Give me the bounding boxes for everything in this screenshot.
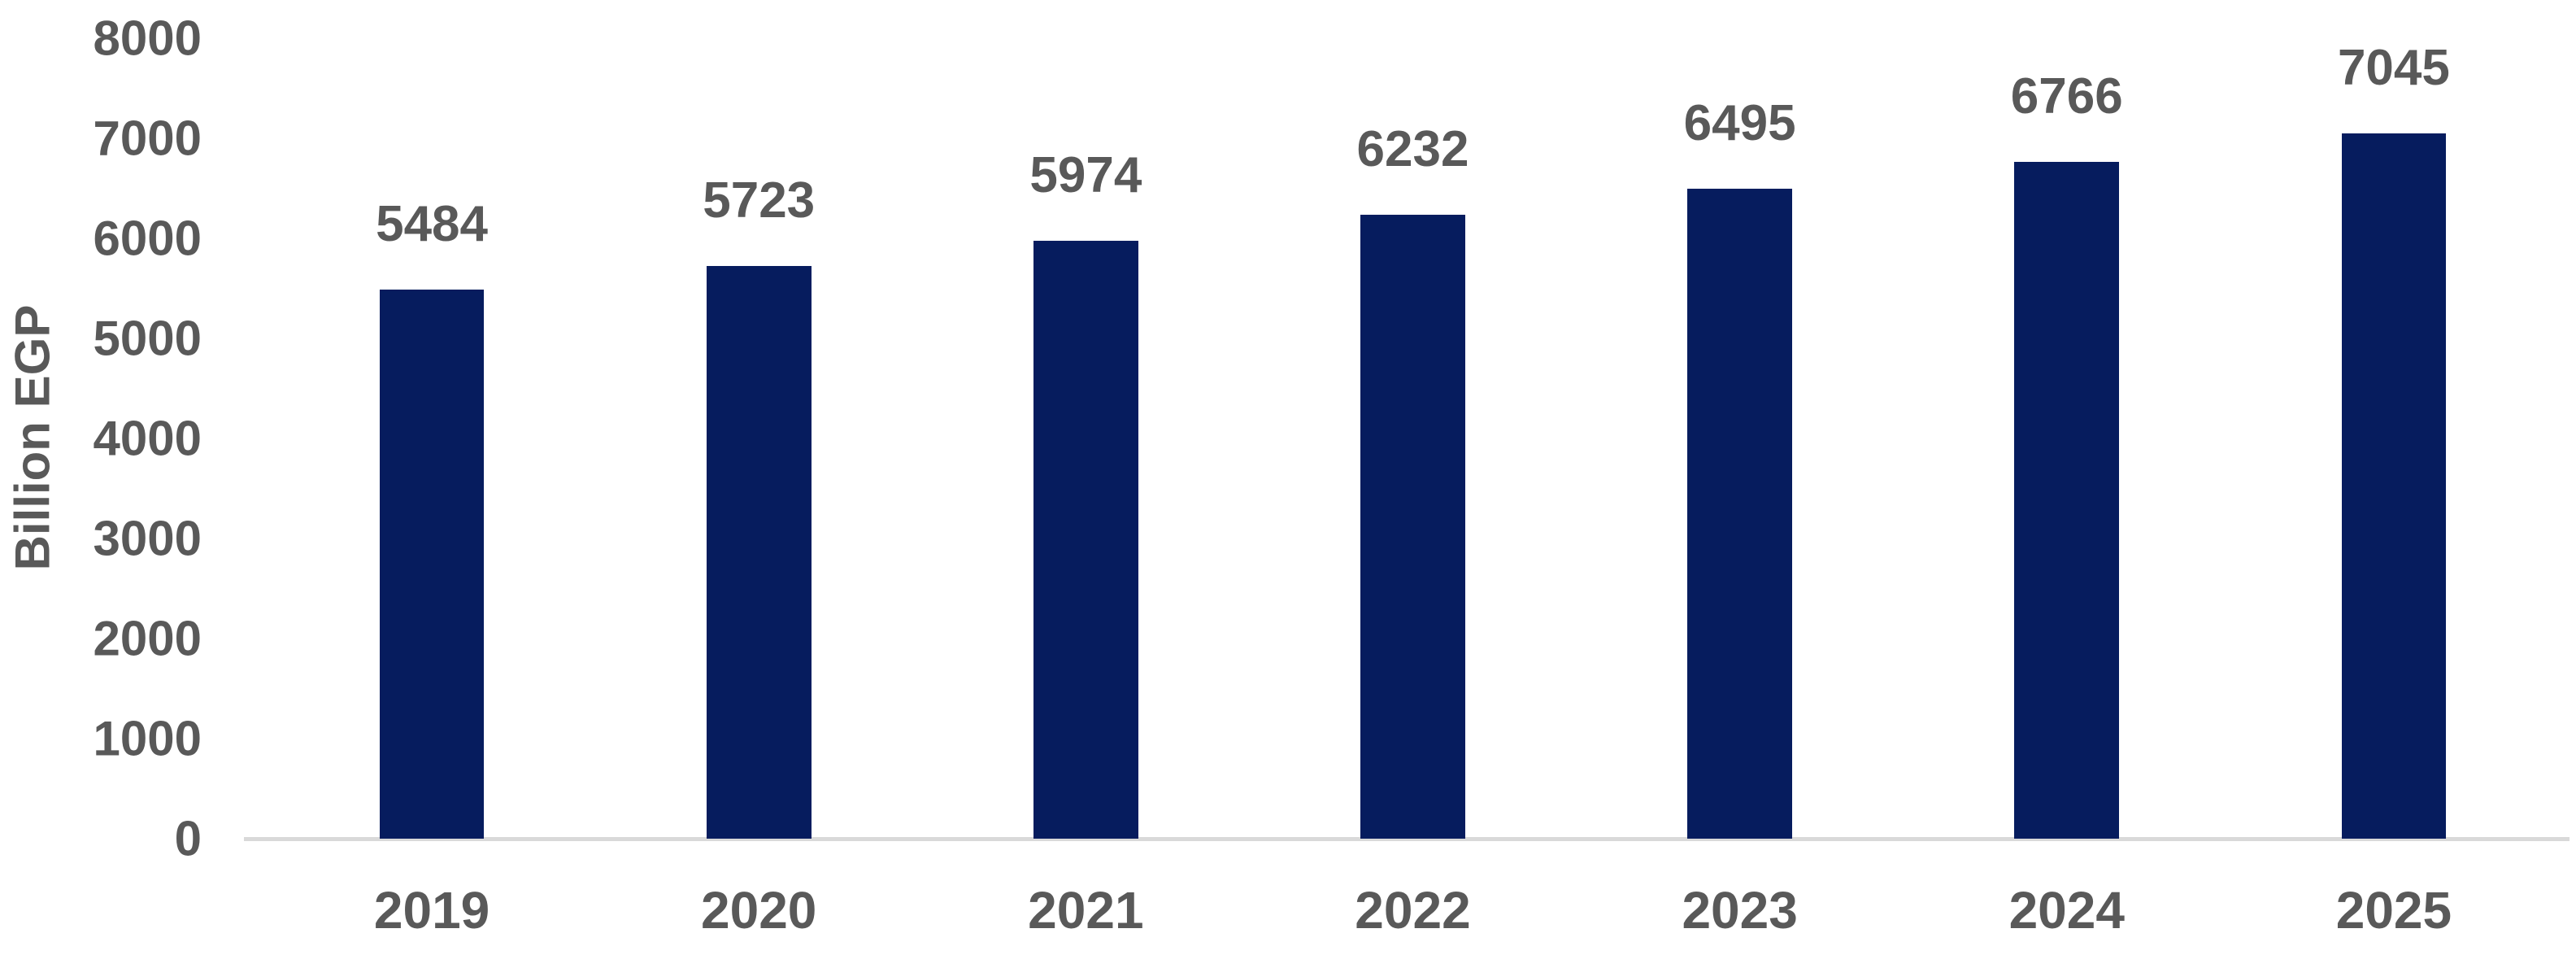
bar-slot: 6766 xyxy=(1904,38,2230,839)
x-tick-label: 2019 xyxy=(373,881,490,940)
bar-slot: 5484 xyxy=(268,38,595,839)
bar-slot: 6232 xyxy=(1249,38,1576,839)
x-tick-label: 2022 xyxy=(1355,881,1471,940)
bar-2025 xyxy=(2341,133,2447,839)
bar-2020 xyxy=(706,266,812,839)
bar-slot: 5974 xyxy=(922,38,1249,839)
bar-value-label: 7045 xyxy=(2337,40,2450,97)
bar-value-label: 6495 xyxy=(1683,95,1796,152)
bar-2022 xyxy=(1360,215,1465,839)
x-tick-label: 2025 xyxy=(2335,881,2452,940)
x-tick-label: 2023 xyxy=(1682,881,1798,940)
y-tick-label: 1000 xyxy=(93,711,202,766)
bar-2024 xyxy=(2014,161,2120,839)
bar-value-label: 5723 xyxy=(703,172,816,229)
y-tick-label: 2000 xyxy=(93,611,202,666)
bar-2019 xyxy=(379,290,485,839)
y-tick-label: 8000 xyxy=(93,11,202,66)
x-axis-line xyxy=(244,837,2569,841)
x-tick-label: 2024 xyxy=(2008,881,2125,940)
y-tick-label: 5000 xyxy=(93,311,202,366)
y-tick-label: 3000 xyxy=(93,511,202,566)
y-axis-tick-labels: 0 1000 2000 3000 4000 5000 6000 7000 8000 xyxy=(0,0,202,968)
bar-slot: 6495 xyxy=(1577,38,1904,839)
y-tick-label: 4000 xyxy=(93,411,202,466)
x-tick-label: 2021 xyxy=(1028,881,1144,940)
bar-value-label: 6766 xyxy=(2010,68,2123,124)
plot-area: 5484 5723 5974 6232 6495 6766 7045 xyxy=(268,38,2557,839)
x-axis-tick-labels: 2019 2020 2021 2022 2023 2024 2025 xyxy=(268,880,2557,940)
y-tick-label: 0 xyxy=(174,811,202,866)
y-tick-label: 6000 xyxy=(93,211,202,266)
x-tick-label: 2020 xyxy=(701,881,817,940)
bar-value-label: 5974 xyxy=(1029,147,1142,204)
bar-2023 xyxy=(1687,189,1792,839)
bar-slot: 7045 xyxy=(2230,38,2557,839)
bar-value-label: 5484 xyxy=(376,196,489,253)
bar-2021 xyxy=(1033,241,1138,839)
bar-slot: 5723 xyxy=(595,38,922,839)
y-tick-label: 7000 xyxy=(93,111,202,166)
bar-value-label: 6232 xyxy=(1356,121,1469,178)
